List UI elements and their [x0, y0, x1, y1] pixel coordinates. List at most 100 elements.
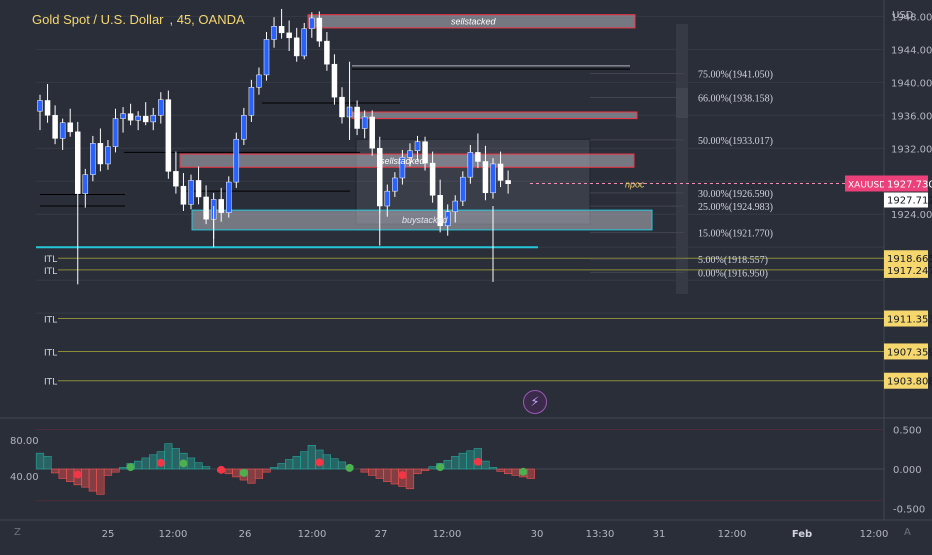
ttl-price-tag: [884, 343, 928, 360]
supply-demand-zone: [191, 209, 653, 231]
candle-body: [467, 152, 474, 178]
candle-body: [497, 163, 504, 181]
supply-demand-zone: [307, 14, 636, 29]
osc-bar: [428, 466, 437, 470]
osc-signal-dot: [473, 457, 482, 466]
candle-body: [361, 116, 368, 129]
osc-signal-dot: [156, 458, 165, 467]
candle-body: [82, 174, 89, 194]
ttl-price-tag-label: 1903.808: [887, 377, 932, 388]
osc-bar: [511, 468, 520, 476]
candle-body: [278, 26, 285, 34]
candle-body: [112, 118, 119, 147]
osc-bar: [330, 458, 339, 470]
osc-bar: [269, 467, 279, 470]
candle-body: [324, 40, 330, 65]
osc-bar: [451, 456, 460, 470]
ttl-price-tag-label: 1918.665: [887, 254, 932, 265]
y-tick-label: 1924.000: [891, 210, 932, 221]
symbol-name: Gold Spot / U.S. Dollar: [32, 12, 164, 27]
x-tick-label: Feb: [792, 529, 812, 540]
fib-label: 66.00%(1938.158): [698, 94, 773, 105]
candle-body: [301, 28, 307, 57]
osc-bar: [405, 468, 415, 490]
osc-bar: [35, 452, 45, 470]
last-price-tag-label: 1927.730: [887, 179, 932, 190]
osc-bar: [118, 467, 128, 470]
candle-body: [97, 143, 104, 165]
osc-bar: [134, 460, 143, 470]
osc-signal-dot: [239, 468, 248, 477]
osc-bar: [81, 468, 90, 488]
lightning-icon[interactable]: ⚡: [523, 390, 547, 414]
volume-profile-peak: [676, 88, 688, 118]
x-tick-label: 12:00: [718, 529, 747, 540]
x-tick-label: 12:00: [159, 529, 188, 540]
auto-scale-icon[interactable]: A: [904, 527, 911, 538]
osc-bar: [443, 460, 452, 470]
candle-body: [384, 190, 391, 207]
fib-label: 15.00%(1921.770): [698, 229, 773, 240]
osc-bar: [300, 451, 309, 470]
ttl-label: ITL: [44, 378, 57, 388]
osc-bar: [164, 443, 173, 470]
osc-left-tick-label: 80.00: [10, 436, 39, 447]
candle-body: [135, 115, 141, 121]
candle-body: [422, 141, 428, 164]
candle-body: [37, 100, 43, 112]
candle-body: [203, 196, 209, 220]
x-tick-label: 27: [375, 529, 388, 540]
fib-label: 30.00%(1926.590): [698, 189, 773, 200]
candle-body: [407, 150, 413, 158]
fib-label: 75.00%(1941.050): [698, 70, 773, 81]
candle-body: [444, 211, 451, 227]
candle-body: [505, 180, 511, 184]
candle-body: [90, 143, 96, 175]
osc-bar: [285, 459, 294, 470]
osc-bar: [141, 457, 150, 470]
x-tick-label: 30: [531, 529, 544, 540]
candle-body: [218, 199, 224, 213]
candle-body: [158, 99, 164, 116]
osc-bar: [149, 454, 158, 470]
osc-bar: [420, 468, 430, 471]
ttl-price-tag: [884, 310, 928, 327]
osc-y-tick-label: 0.500: [893, 425, 922, 436]
ttl-price-tag: [884, 372, 928, 389]
osc-left-tick-label: 40.00: [10, 472, 39, 483]
y-tick-label: 1948.000: [891, 12, 932, 23]
fib-label: 50.00%(1933.017): [698, 136, 773, 147]
candle-body: [263, 39, 270, 76]
candle-body: [293, 37, 300, 57]
ttl-label: ITL: [44, 348, 57, 358]
candle-body: [75, 131, 81, 194]
candle-body: [150, 115, 156, 123]
osc-bar: [247, 468, 256, 484]
ttl-price-tag-label: 1911.353: [887, 315, 932, 326]
zone-label: sellstacked: [451, 17, 497, 27]
y-tick-label: 1932.000: [891, 144, 932, 155]
osc-signal-dot: [315, 458, 324, 467]
candle-body: [142, 115, 149, 123]
ttl-price-tag-label: 1907.359: [887, 347, 932, 358]
candle-body: [452, 200, 458, 213]
osc-bar: [526, 468, 535, 479]
osc-bar: [43, 456, 52, 470]
osc-y-tick-label: -0.500: [893, 505, 925, 516]
osc-bar: [466, 450, 475, 470]
zone-label: buystacked: [402, 215, 449, 225]
candle-body: [316, 17, 323, 42]
interval: , 45, OANDA: [169, 12, 245, 27]
candle-body: [195, 180, 202, 198]
y-tick-label: 1944.000: [891, 45, 932, 56]
fib-label: 5.00%(1918.557): [698, 255, 768, 266]
osc-bar: [360, 468, 369, 473]
osc-bar: [58, 468, 67, 479]
candle-body: [460, 176, 466, 202]
osc-bar: [503, 468, 513, 475]
candle-body: [399, 157, 406, 179]
supply-demand-zone: [179, 153, 635, 168]
tradingview-logo-icon[interactable]: Z: [14, 527, 21, 538]
